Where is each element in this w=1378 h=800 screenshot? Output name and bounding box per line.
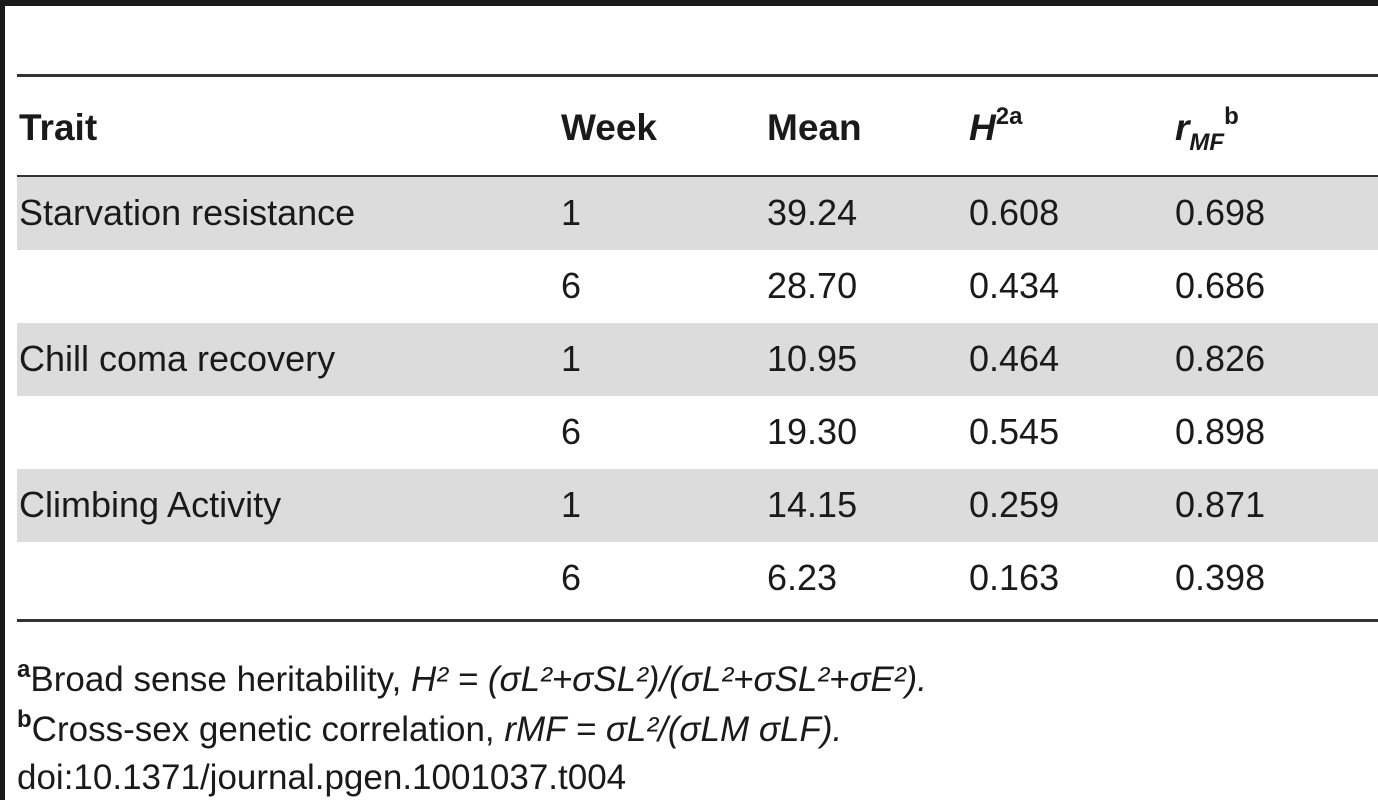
cell-rmf: 0.871 <box>1175 484 1266 525</box>
header-h2-base: H <box>969 107 996 148</box>
cell-h2: 0.434 <box>969 265 1060 306</box>
header-rmf-sub: MF <box>1189 129 1225 156</box>
table-header: Trait Week Mean H2a rMFb <box>17 78 1378 176</box>
header-mean: Mean <box>767 107 862 148</box>
cell-mean: 6.23 <box>767 557 838 598</box>
header-h2: H2a <box>969 103 1022 151</box>
footnote-b-formula: rMF = σL²/(σLM σLF). <box>504 710 843 749</box>
table-row: 6 28.70 0.434 0.686 <box>17 250 1378 323</box>
table-row: Chill coma recovery 1 10.95 0.464 0.826 <box>17 323 1378 396</box>
header-h2-sup: 2a <box>995 103 1023 130</box>
cell-mean: 19.30 <box>767 411 858 452</box>
cell-rmf: 0.686 <box>1175 265 1266 306</box>
cell-rmf: 0.398 <box>1175 557 1266 598</box>
cell-rmf: 0.898 <box>1175 411 1266 452</box>
cell-h2: 0.259 <box>969 484 1060 525</box>
footnote-a-formula: H² = (σL²+σSL²)/(σL²+σSL²+σE²). <box>411 660 927 699</box>
table-row: Starvation resistance 1 39.24 0.608 0.69… <box>17 177 1378 250</box>
left-border <box>0 0 5 800</box>
cell-mean: 14.15 <box>767 484 858 525</box>
footnote-b: bCross-sex genetic correlation, rMF = σL… <box>17 706 843 752</box>
cell-mean: 28.70 <box>767 265 858 306</box>
header-rule <box>17 175 1378 177</box>
table-top-rule <box>17 74 1378 77</box>
cell-trait: Chill coma recovery <box>19 338 336 379</box>
cell-h2: 0.545 <box>969 411 1060 452</box>
cell-rmf: 0.698 <box>1175 192 1266 233</box>
table-row: Climbing Activity 1 14.15 0.259 0.871 <box>17 469 1378 542</box>
header-rmf: rMFb <box>1175 103 1239 156</box>
header-week: Week <box>561 107 657 148</box>
header-trait: Trait <box>19 107 98 148</box>
table-row: 6 6.23 0.163 0.398 <box>17 542 1378 615</box>
cell-week: 1 <box>561 192 582 233</box>
doi-line: doi:10.1371/journal.pgen.1001037.t004 <box>17 758 627 797</box>
footnote-a-marker: a <box>17 656 31 683</box>
top-rule <box>5 0 1378 6</box>
cell-h2: 0.608 <box>969 192 1060 233</box>
cell-trait: Starvation resistance <box>19 192 356 233</box>
cell-mean: 39.24 <box>767 192 858 233</box>
footnote-b-text: Cross-sex genetic correlation, <box>31 710 505 749</box>
table-row: 6 19.30 0.545 0.898 <box>17 396 1378 469</box>
table-bottom-rule <box>17 619 1378 622</box>
cell-h2: 0.163 <box>969 557 1060 598</box>
header-rmf-sup: b <box>1224 103 1239 130</box>
cell-rmf: 0.826 <box>1175 338 1266 379</box>
cell-week: 6 <box>561 557 582 598</box>
cell-week: 1 <box>561 484 582 525</box>
footnote-a-text: Broad sense heritability, <box>30 660 412 699</box>
footnote-b-marker: b <box>17 706 32 733</box>
cell-h2: 0.464 <box>969 338 1060 379</box>
cell-trait: Climbing Activity <box>19 484 282 525</box>
header-rmf-base: r <box>1175 107 1190 148</box>
cell-week: 1 <box>561 338 582 379</box>
cell-week: 6 <box>561 265 582 306</box>
cell-mean: 10.95 <box>767 338 858 379</box>
cell-week: 6 <box>561 411 582 452</box>
footnote-a: aBroad sense heritability, H² = (σL²+σSL… <box>17 656 927 702</box>
